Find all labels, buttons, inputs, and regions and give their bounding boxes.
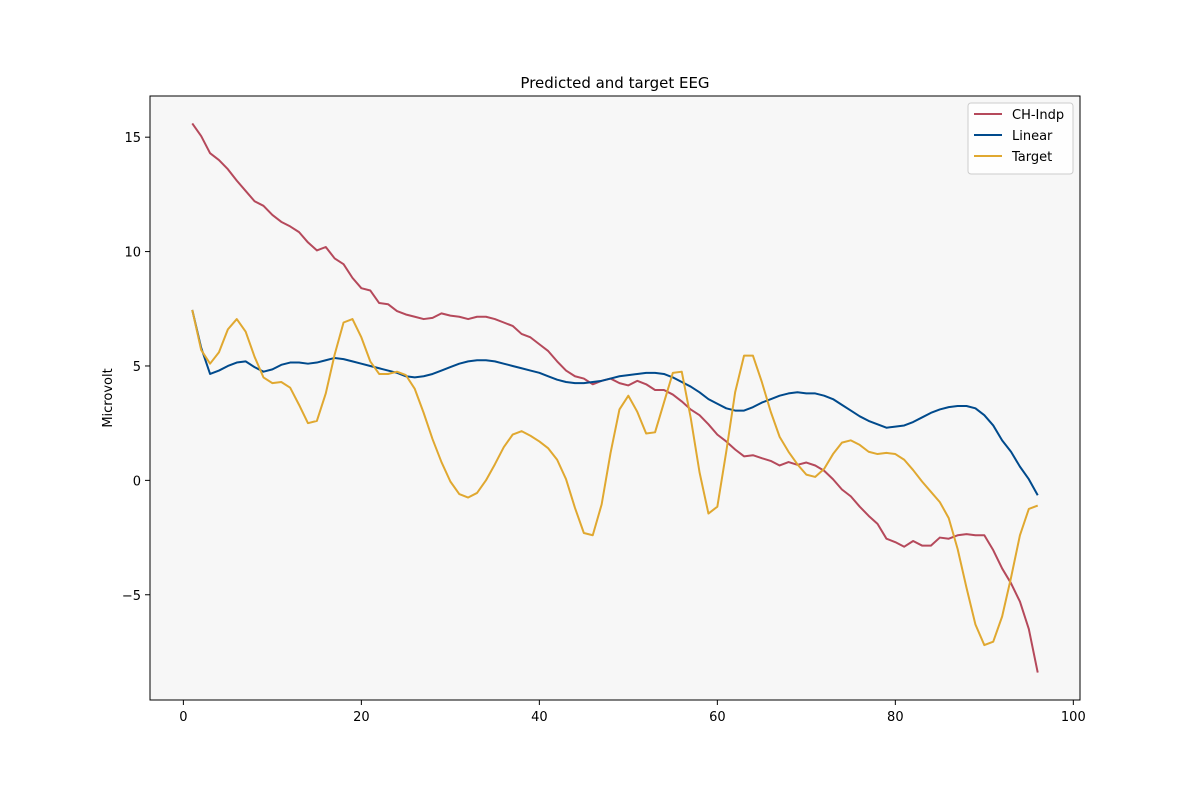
legend-label-linear: Linear [1012, 129, 1053, 144]
y-tick-label: −5 [122, 589, 141, 604]
y-tick-label: 0 [133, 474, 141, 489]
legend-label-target: Target [1011, 150, 1052, 165]
x-tick-label: 80 [887, 710, 904, 725]
y-axis: −5 0 5 10 15 [122, 131, 150, 604]
x-tick-label: 60 [709, 710, 726, 725]
x-tick-label: 40 [531, 710, 548, 725]
y-tick-label: 5 [133, 360, 141, 375]
series-line-target [191, 309, 1039, 647]
y-tick-label: 10 [124, 246, 141, 261]
legend-label-ch-indp: CH-Indp [1012, 108, 1064, 123]
plot-area [150, 96, 1080, 700]
plot-frame [149, 95, 1081, 701]
x-axis: 0 20 40 60 80 100 [179, 700, 1086, 725]
legend: CH-Indp Linear Target [967, 102, 1074, 175]
series-layer [191, 122, 1039, 673]
y-axis-label: Microvolt [101, 368, 116, 427]
series-line-ch-indp [191, 122, 1039, 673]
y-tick-label: 15 [124, 131, 141, 146]
chart-title: Predicted and target EEG [520, 74, 709, 92]
x-tick-label: 100 [1061, 710, 1086, 725]
x-tick-label: 20 [353, 710, 370, 725]
x-tick-label: 0 [179, 710, 187, 725]
